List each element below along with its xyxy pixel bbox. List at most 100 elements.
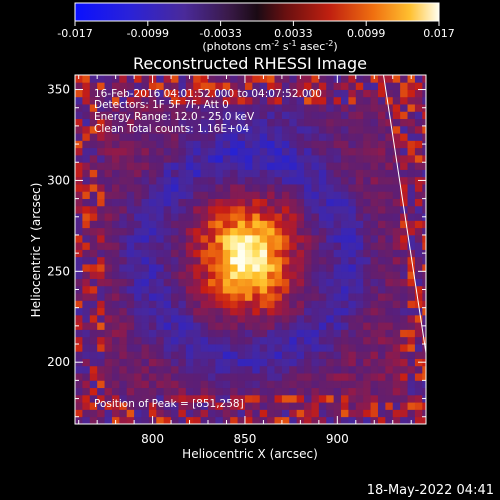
heatmap-cell (318, 256, 327, 265)
heatmap-cell (252, 89, 261, 98)
heatmap-cell (333, 140, 342, 149)
heatmap-cell (267, 416, 275, 424)
heatmap-cell (422, 329, 426, 338)
heatmap-cell (200, 416, 209, 424)
heatmap-cell (97, 307, 105, 316)
heatmap-cell (215, 213, 224, 221)
heatmap-cell (111, 314, 120, 323)
heatmap-cell (326, 329, 335, 338)
heatmap-cell (377, 96, 386, 105)
heatmap-cell (82, 409, 91, 418)
heatmap-cell (267, 154, 275, 163)
heatmap-cell (422, 125, 426, 134)
heatmap-cell (252, 249, 261, 258)
heatmap-cell (104, 140, 113, 149)
heatmap-cell (267, 169, 275, 178)
heatmap-cell (348, 314, 357, 323)
heatmap-cell (311, 213, 320, 221)
heatmap-cell (377, 314, 386, 323)
heatmap-cell (156, 329, 165, 338)
heatmap-cell (185, 387, 194, 396)
heatmap-cell (104, 329, 113, 338)
heatmap-cell (392, 402, 401, 410)
heatmap-cell (333, 154, 342, 163)
heatmap-cell (134, 213, 142, 221)
heatmap-cell (363, 249, 371, 258)
heatmap-cell (259, 307, 268, 316)
heatmap-cell (237, 96, 246, 105)
heatmap-cell (311, 169, 320, 178)
heatmap-cell (222, 227, 231, 236)
heatmap-cell (304, 322, 312, 330)
heatmap-cell (141, 416, 150, 424)
heatmap-cell (126, 300, 135, 309)
heatmap-cell (222, 220, 231, 229)
heatmap-cell (400, 162, 408, 170)
heatmap-cell (385, 89, 394, 98)
heatmap-cell (281, 278, 290, 287)
heatmap-cell (348, 104, 357, 112)
heatmap-cell (385, 264, 394, 272)
heatmap-cell (134, 264, 142, 272)
heatmap-cell (296, 147, 305, 156)
heatmap-cell (208, 380, 216, 389)
heatmap-cell (141, 118, 150, 127)
heatmap-cell (163, 416, 172, 424)
heatmap-cell (126, 125, 135, 134)
heatmap-cell (311, 256, 320, 265)
heatmap-cell (370, 176, 379, 185)
heatmap-cell (148, 169, 157, 178)
heatmap-cell (163, 344, 172, 352)
heatmap-cell (148, 394, 157, 403)
heatmap-cell (385, 402, 394, 410)
heatmap-cell (97, 96, 105, 105)
heatmap-cell (363, 154, 371, 163)
heatmap-cell (237, 358, 246, 367)
heatmap-cell (326, 402, 335, 410)
heatmap-cell (222, 300, 231, 309)
heatmap-cell (215, 285, 224, 294)
heatmap-cell (274, 242, 283, 250)
heatmap-cell (244, 213, 253, 221)
heatmap-cell (355, 140, 364, 149)
heatmap-cell (141, 351, 150, 359)
heatmap-cell (89, 198, 98, 207)
heatmap-cell (75, 264, 83, 272)
heatmap-cell (237, 380, 246, 389)
heatmap-cell (178, 373, 187, 381)
heatmap-cell (200, 394, 209, 403)
heatmap-cell (193, 293, 202, 301)
heatmap-cell (407, 184, 416, 192)
heatmap-cell (400, 271, 408, 279)
heatmap-cell (355, 227, 364, 236)
heatmap-cell (281, 380, 290, 389)
heatmap-cell (414, 89, 423, 98)
heatmap-cell (208, 147, 216, 156)
heatmap-cell (355, 125, 364, 134)
heatmap-cell (326, 96, 335, 105)
heatmap-cell (281, 198, 290, 207)
heatmap-cell (156, 82, 165, 90)
heatmap-cell (274, 278, 283, 287)
heatmap-cell (141, 198, 150, 207)
heatmap-cell (363, 402, 371, 410)
heatmap-cell (89, 264, 98, 272)
heatmap-cell (171, 293, 179, 301)
heatmap-cell (348, 227, 357, 236)
heatmap-cell (171, 96, 179, 105)
heatmap-cell (370, 300, 379, 309)
heatmap-cell (252, 184, 261, 192)
heatmap-cell (326, 104, 335, 112)
heatmap-cell (392, 285, 401, 294)
heatmap-cell (104, 336, 113, 345)
heatmap-cell (326, 213, 335, 221)
heatmap-cell (119, 314, 128, 323)
heatmap-cell (326, 293, 335, 301)
heatmap-cell (363, 220, 371, 229)
heatmap-cell (163, 75, 172, 83)
heatmap-cell (259, 285, 268, 294)
heatmap-cell (141, 75, 150, 83)
heatmap-cell (134, 409, 142, 418)
heatmap-cell (392, 380, 401, 389)
heatmap-cell (104, 307, 113, 316)
